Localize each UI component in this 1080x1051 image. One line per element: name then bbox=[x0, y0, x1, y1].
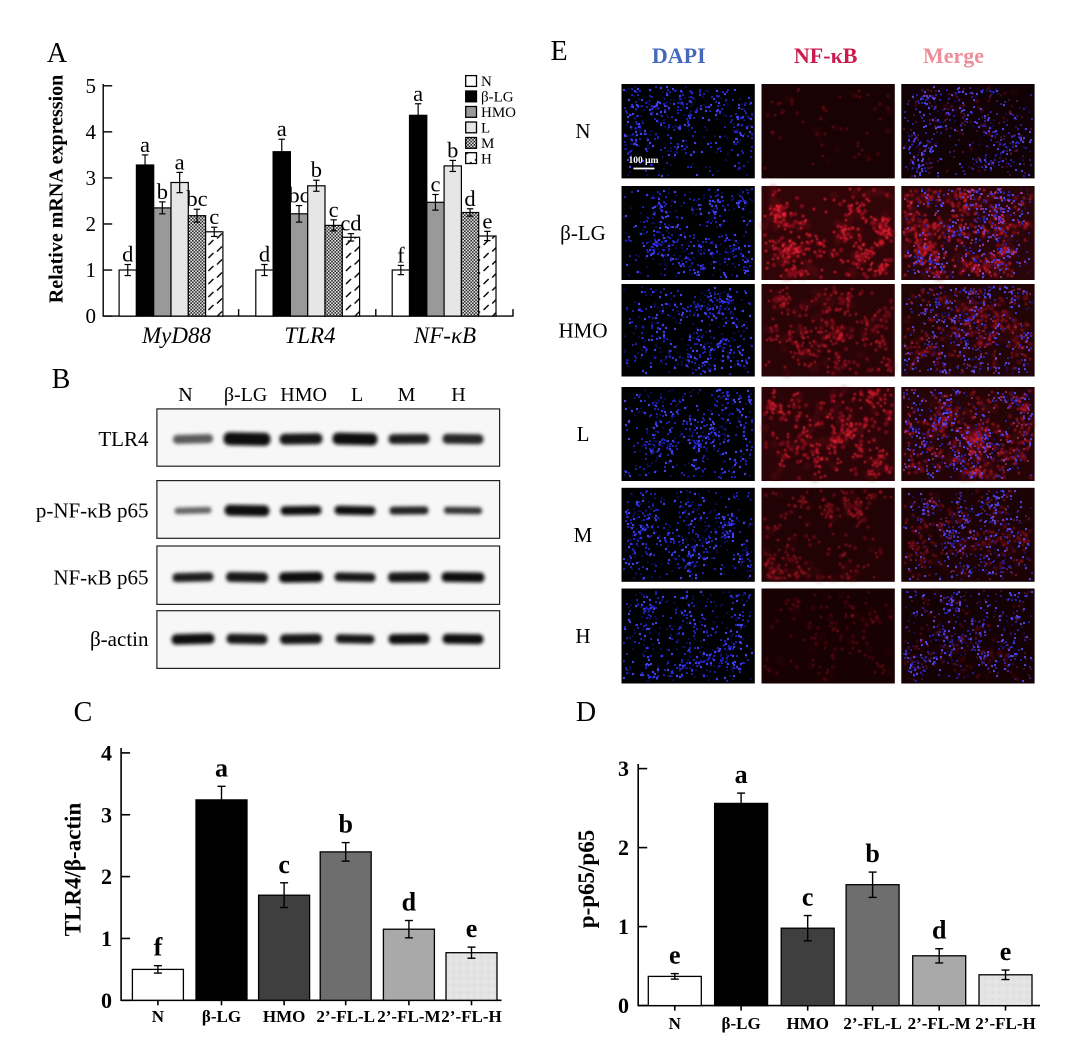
svg-text:f: f bbox=[154, 933, 163, 962]
svg-text:d: d bbox=[259, 242, 270, 267]
svg-text:100 μm: 100 μm bbox=[629, 156, 659, 166]
svg-text:2’-FL-L: 2’-FL-L bbox=[843, 1014, 902, 1033]
svg-text:N: N bbox=[669, 1014, 682, 1033]
svg-text:M: M bbox=[481, 136, 494, 152]
svg-text:TLR4: TLR4 bbox=[284, 323, 335, 348]
svg-text:c: c bbox=[802, 883, 814, 912]
svg-text:N: N bbox=[178, 384, 192, 406]
svg-text:M: M bbox=[398, 384, 416, 406]
svg-text:NF-κB: NF-κB bbox=[413, 323, 476, 348]
svg-text:d: d bbox=[402, 888, 417, 917]
svg-text:C: C bbox=[74, 697, 93, 728]
svg-text:4: 4 bbox=[86, 120, 97, 144]
svg-text:a: a bbox=[140, 132, 150, 157]
svg-text:p-p65/p65: p-p65/p65 bbox=[574, 830, 599, 928]
svg-text:L: L bbox=[577, 422, 590, 446]
svg-text:e: e bbox=[466, 914, 478, 943]
svg-text:H: H bbox=[481, 151, 492, 167]
svg-text:d: d bbox=[464, 186, 475, 211]
svg-text:HMO: HMO bbox=[263, 1007, 306, 1026]
svg-text:DAPI: DAPI bbox=[652, 43, 706, 68]
svg-text:β-LG: β-LG bbox=[722, 1014, 761, 1033]
svg-text:1: 1 bbox=[618, 914, 629, 939]
svg-text:Merge: Merge bbox=[923, 43, 984, 68]
svg-text:TLR4: TLR4 bbox=[98, 427, 149, 451]
svg-text:HMO: HMO bbox=[786, 1014, 829, 1033]
svg-text:2: 2 bbox=[86, 212, 97, 236]
svg-text:L: L bbox=[351, 384, 363, 406]
svg-text:0: 0 bbox=[101, 988, 112, 1013]
svg-text:E: E bbox=[550, 36, 567, 67]
svg-text:5: 5 bbox=[86, 74, 97, 98]
svg-text:β-LG: β-LG bbox=[481, 90, 514, 106]
svg-text:e: e bbox=[1000, 937, 1012, 966]
svg-text:H: H bbox=[575, 624, 590, 648]
svg-text:NF-κB: NF-κB bbox=[794, 43, 858, 68]
svg-text:e: e bbox=[482, 208, 492, 233]
svg-text:c: c bbox=[430, 172, 440, 197]
svg-text:2’-FL-M: 2’-FL-M bbox=[908, 1014, 971, 1033]
svg-text:a: a bbox=[735, 760, 748, 789]
svg-text:B: B bbox=[52, 364, 71, 395]
svg-text:a: a bbox=[175, 149, 185, 174]
svg-text:N: N bbox=[152, 1007, 165, 1026]
svg-text:d: d bbox=[122, 242, 133, 267]
svg-text:0: 0 bbox=[618, 993, 629, 1018]
svg-text:0: 0 bbox=[86, 304, 97, 328]
svg-text:3: 3 bbox=[618, 756, 629, 781]
svg-text:M: M bbox=[574, 523, 593, 547]
svg-text:c: c bbox=[278, 850, 290, 879]
svg-text:β-LG: β-LG bbox=[560, 221, 606, 245]
svg-text:bc: bc bbox=[288, 183, 309, 208]
svg-text:β-actin: β-actin bbox=[90, 627, 149, 651]
svg-text:TLR4/β-actin: TLR4/β-actin bbox=[61, 803, 86, 937]
svg-text:1: 1 bbox=[86, 258, 97, 282]
svg-text:b: b bbox=[447, 137, 458, 162]
svg-text:2: 2 bbox=[101, 864, 112, 889]
svg-text:3: 3 bbox=[101, 802, 112, 827]
svg-text:a: a bbox=[215, 753, 228, 782]
svg-text:Relative mRNA expression: Relative mRNA expression bbox=[46, 75, 68, 304]
svg-text:2’-FL-H: 2’-FL-H bbox=[975, 1014, 1035, 1033]
svg-text:H: H bbox=[451, 384, 465, 406]
svg-text:NF-κB p65: NF-κB p65 bbox=[53, 565, 148, 589]
svg-text:HMO: HMO bbox=[280, 384, 327, 406]
svg-text:N: N bbox=[575, 119, 590, 143]
svg-text:bc: bc bbox=[186, 186, 207, 211]
svg-text:MyD88: MyD88 bbox=[141, 323, 211, 348]
svg-text:2’-FL-H: 2’-FL-H bbox=[441, 1007, 501, 1026]
svg-text:2’-FL-L: 2’-FL-L bbox=[316, 1007, 375, 1026]
svg-text:f: f bbox=[397, 242, 405, 267]
svg-text:c: c bbox=[209, 204, 219, 229]
svg-text:HMO: HMO bbox=[558, 318, 607, 342]
svg-text:c: c bbox=[329, 197, 339, 222]
svg-text:N: N bbox=[481, 74, 492, 90]
svg-text:d: d bbox=[932, 916, 947, 945]
svg-text:4: 4 bbox=[101, 740, 112, 765]
svg-text:e: e bbox=[669, 941, 681, 970]
svg-text:b: b bbox=[865, 839, 879, 868]
svg-text:b: b bbox=[157, 179, 168, 204]
svg-text:D: D bbox=[576, 697, 596, 728]
svg-text:3: 3 bbox=[86, 166, 97, 190]
svg-text:HMO: HMO bbox=[481, 105, 516, 121]
svg-text:1: 1 bbox=[101, 926, 112, 951]
svg-text:a: a bbox=[413, 81, 423, 106]
svg-text:a: a bbox=[277, 116, 287, 141]
svg-text:b: b bbox=[338, 810, 352, 839]
svg-text:2’-FL-M: 2’-FL-M bbox=[377, 1007, 440, 1026]
svg-text:b: b bbox=[311, 157, 322, 182]
svg-text:p-NF-κB p65: p-NF-κB p65 bbox=[36, 499, 149, 523]
svg-text:cd: cd bbox=[340, 211, 361, 236]
svg-text:β-LG: β-LG bbox=[224, 384, 268, 406]
svg-text:A: A bbox=[47, 38, 68, 69]
svg-text:2: 2 bbox=[618, 835, 629, 860]
svg-text:L: L bbox=[481, 121, 490, 137]
svg-text:β-LG: β-LG bbox=[202, 1007, 241, 1026]
